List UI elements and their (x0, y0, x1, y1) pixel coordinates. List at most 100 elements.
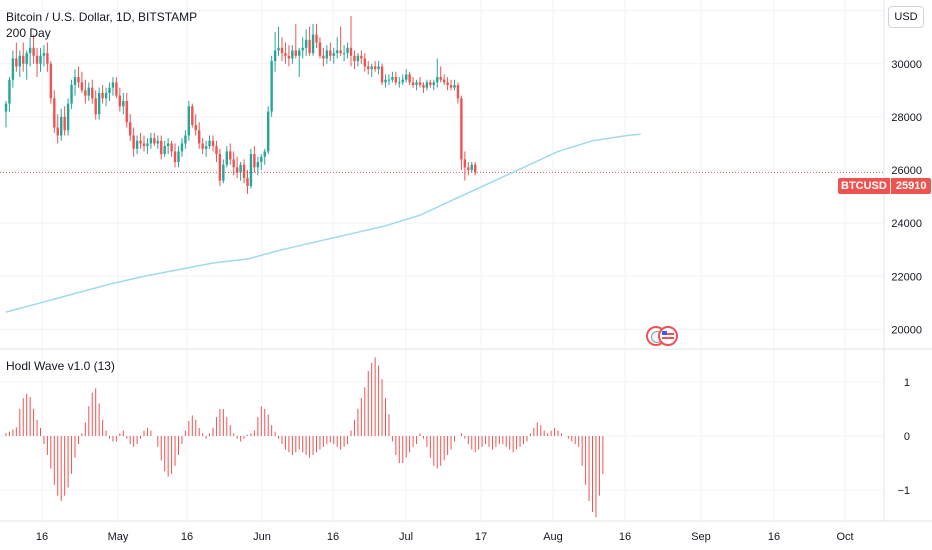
candle-body (287, 55, 291, 59)
candle-body (442, 79, 446, 83)
candle (422, 82, 425, 93)
candle-body (474, 164, 477, 173)
candle-body (298, 50, 301, 56)
candle (39, 47, 42, 72)
candle-body (49, 63, 53, 99)
candle-body (315, 34, 318, 43)
candle-body (149, 138, 153, 144)
candle (249, 148, 253, 189)
candle (49, 61, 53, 104)
candle-body (349, 47, 353, 56)
candle-body (63, 116, 66, 131)
candle-body (28, 47, 32, 54)
candle-body (80, 82, 84, 91)
candle-body (467, 167, 470, 171)
candle (35, 47, 39, 78)
axes: 2000022000240002600028000300003200016May… (36, 6, 922, 543)
candle (315, 23, 318, 48)
time-tick-label: 16 (327, 531, 339, 543)
candle (201, 138, 204, 155)
candle-body (32, 47, 35, 56)
candle (432, 79, 435, 91)
ma-legend-label[interactable]: 200 Day (6, 26, 51, 40)
candle-body (346, 47, 349, 54)
candle-body (239, 164, 242, 173)
candle (194, 114, 197, 136)
candle-body (187, 106, 191, 136)
candle (273, 31, 277, 72)
candle-body (304, 39, 308, 48)
candle (246, 170, 249, 194)
candle-body (139, 140, 142, 144)
candle-body (56, 127, 59, 136)
candle (336, 37, 339, 59)
candle (429, 79, 432, 88)
candle-body (146, 143, 149, 147)
candle (239, 162, 242, 181)
candle-body (311, 34, 315, 54)
price-candles (4, 15, 477, 194)
candle-body (280, 47, 284, 54)
candle-body (332, 53, 335, 56)
candle (467, 162, 470, 176)
currency-button[interactable]: USD (888, 6, 924, 28)
candle (322, 47, 325, 67)
candle-body (439, 77, 442, 80)
candle-body (453, 85, 456, 88)
candle-body (235, 167, 239, 173)
candle (211, 135, 215, 152)
time-tick-label: Oct (836, 531, 853, 543)
candle (401, 74, 404, 86)
candle-body (177, 151, 180, 163)
candle (229, 143, 232, 165)
symbol-title[interactable]: Bitcoin / U.S. Dollar, 1D, BITSTAMP (6, 10, 198, 24)
candle-body (15, 58, 18, 67)
candle (156, 135, 159, 149)
candle-body (456, 85, 460, 99)
candle (256, 156, 260, 176)
osc-tick-label: −1 (897, 485, 910, 497)
candle-body (142, 143, 146, 147)
candle-body (249, 154, 253, 186)
candle (4, 100, 8, 128)
candle-body (104, 92, 108, 99)
indicator-title[interactable]: Hodl Wave v1.0 (13) (6, 359, 115, 373)
candle-body (470, 164, 473, 171)
candle-body (367, 66, 370, 70)
candle (142, 135, 146, 152)
candle (63, 106, 66, 136)
candle (166, 138, 170, 155)
candle-body (363, 58, 366, 67)
candle-body (256, 162, 260, 168)
candle-body (211, 140, 215, 147)
time-tick-label: 17 (475, 531, 487, 543)
candle-body (170, 143, 173, 152)
candle-body (135, 140, 139, 149)
candle (439, 66, 442, 83)
candle (287, 45, 291, 67)
candle (329, 42, 332, 62)
candle-body (8, 79, 11, 104)
flag-event-icon[interactable] (658, 326, 678, 346)
candle (360, 50, 363, 64)
candle-body (180, 143, 184, 152)
candle (225, 146, 228, 168)
candle-body (353, 55, 356, 62)
candle-body (35, 55, 39, 64)
candle (342, 45, 346, 62)
candle (405, 69, 408, 83)
grid-lines (0, 0, 932, 522)
time-tick-label: 16 (619, 531, 631, 543)
candle (129, 114, 132, 141)
time-tick-label: May (108, 531, 129, 543)
candle-body (463, 159, 467, 168)
candle-body (356, 55, 360, 62)
candle-body (373, 66, 377, 70)
candle-body (460, 98, 463, 160)
candle (425, 79, 429, 91)
candle-body (422, 85, 425, 88)
candle-body (87, 87, 90, 96)
time-tick-label: 16 (36, 531, 48, 543)
price-tag-value: 25910 (890, 178, 932, 194)
